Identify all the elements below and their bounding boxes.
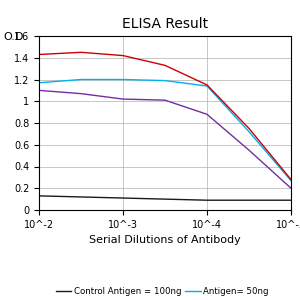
Antigen= 10ng [37, 88, 41, 92]
Antigen= 10ng [247, 148, 251, 152]
Antigen= 50ng [205, 84, 209, 88]
Antigen= 50ng [121, 78, 125, 81]
Control Antigen = 100ng [163, 197, 167, 201]
Antigen= 50ng [79, 78, 83, 81]
Control Antigen = 100ng [289, 198, 293, 202]
Text: O.D.: O.D. [3, 32, 27, 41]
Control Antigen = 100ng [205, 198, 209, 202]
Antigen= 10ng [163, 98, 167, 102]
Antigen= 10ng [289, 186, 293, 190]
Antigen= 50ng [247, 130, 251, 134]
Line: Control Antigen = 100ng: Control Antigen = 100ng [39, 196, 291, 200]
Antigen= 100ng [79, 50, 83, 54]
Line: Antigen= 100ng: Antigen= 100ng [39, 52, 291, 179]
Antigen= 50ng [163, 79, 167, 83]
X-axis label: Serial Dilutions of Antibody: Serial Dilutions of Antibody [89, 235, 241, 245]
Antigen= 100ng [247, 127, 251, 130]
Antigen= 10ng [121, 97, 125, 101]
Legend: Control Antigen = 100ng, Antigen= 10ng, Antigen= 50ng, Antigen= 100ng: Control Antigen = 100ng, Antigen= 10ng, … [56, 287, 274, 300]
Antigen= 100ng [37, 53, 41, 56]
Line: Antigen= 10ng: Antigen= 10ng [39, 90, 291, 188]
Antigen= 10ng [205, 112, 209, 116]
Antigen= 100ng [163, 64, 167, 67]
Control Antigen = 100ng [37, 194, 41, 198]
Antigen= 100ng [121, 54, 125, 57]
Line: Antigen= 50ng: Antigen= 50ng [39, 80, 291, 181]
Control Antigen = 100ng [247, 198, 251, 202]
Antigen= 50ng [37, 81, 41, 85]
Title: ELISA Result: ELISA Result [122, 17, 208, 31]
Antigen= 10ng [79, 92, 83, 95]
Control Antigen = 100ng [121, 196, 125, 200]
Antigen= 100ng [205, 83, 209, 87]
Antigen= 100ng [289, 178, 293, 181]
Antigen= 50ng [289, 179, 293, 182]
Control Antigen = 100ng [79, 195, 83, 199]
